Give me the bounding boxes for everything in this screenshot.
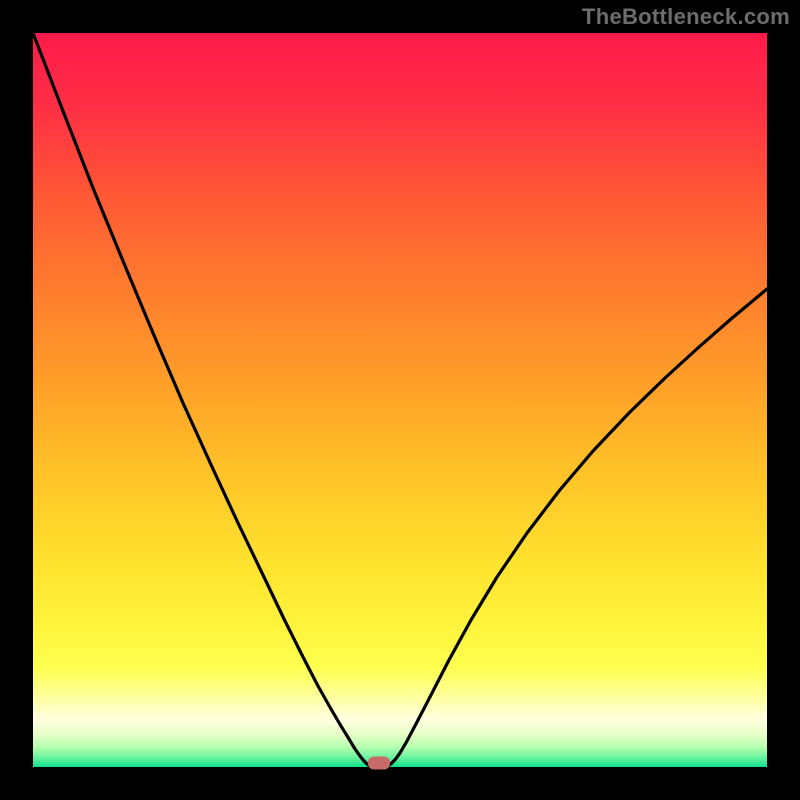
chart-stage: TheBottleneck.com: [0, 0, 800, 800]
watermark-text: TheBottleneck.com: [582, 4, 790, 30]
bottleneck-chart: [0, 0, 800, 800]
optimum-marker: [368, 757, 390, 770]
plot-background: [33, 33, 767, 767]
